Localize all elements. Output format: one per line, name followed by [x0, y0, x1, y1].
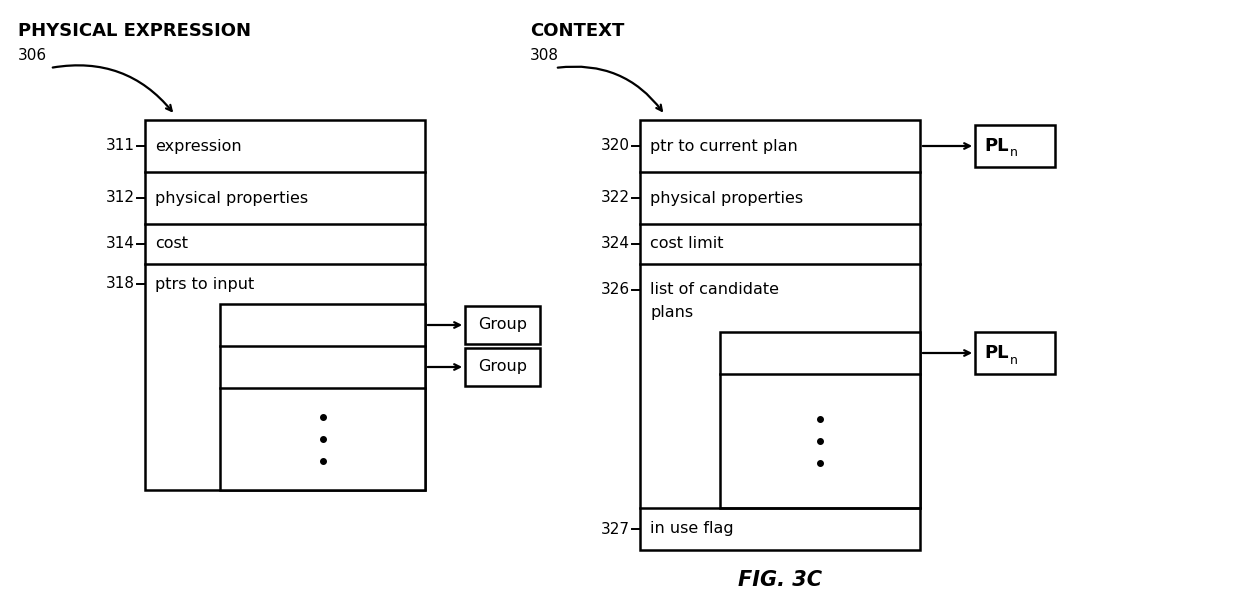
Bar — [465, 348, 539, 386]
Bar — [975, 125, 1055, 167]
Text: ptr to current plan: ptr to current plan — [650, 139, 797, 153]
Text: Group: Group — [477, 359, 527, 375]
Text: n: n — [1011, 147, 1018, 159]
Text: physical properties: physical properties — [650, 190, 804, 206]
Bar — [640, 120, 920, 550]
Text: 312: 312 — [105, 190, 135, 206]
Bar — [145, 120, 425, 490]
Text: 311: 311 — [105, 139, 135, 153]
Text: PHYSICAL EXPRESSION: PHYSICAL EXPRESSION — [19, 22, 250, 40]
Text: PL: PL — [985, 344, 1008, 362]
Text: 314: 314 — [105, 237, 135, 252]
Text: n: n — [1011, 353, 1018, 367]
Text: 308: 308 — [529, 48, 559, 63]
Bar — [975, 332, 1055, 374]
Text: ptrs to input: ptrs to input — [155, 277, 254, 291]
Text: list of candidate: list of candidate — [650, 282, 779, 297]
Text: 318: 318 — [105, 277, 135, 291]
Bar — [720, 332, 920, 508]
Text: PL: PL — [985, 137, 1008, 155]
Text: 327: 327 — [601, 522, 630, 536]
Text: 324: 324 — [601, 237, 630, 252]
Text: 322: 322 — [601, 190, 630, 206]
Text: cost: cost — [155, 237, 188, 252]
Text: cost limit: cost limit — [650, 237, 723, 252]
Text: plans: plans — [650, 305, 693, 320]
Text: 320: 320 — [601, 139, 630, 153]
Text: physical properties: physical properties — [155, 190, 308, 206]
Text: Group: Group — [477, 317, 527, 333]
Text: in use flag: in use flag — [650, 522, 734, 536]
Text: 326: 326 — [601, 282, 630, 297]
Text: FIG. 3C: FIG. 3C — [738, 570, 822, 590]
Bar — [219, 304, 425, 490]
Text: expression: expression — [155, 139, 242, 153]
Text: 306: 306 — [19, 48, 47, 63]
Text: CONTEXT: CONTEXT — [529, 22, 625, 40]
Bar — [465, 306, 539, 344]
